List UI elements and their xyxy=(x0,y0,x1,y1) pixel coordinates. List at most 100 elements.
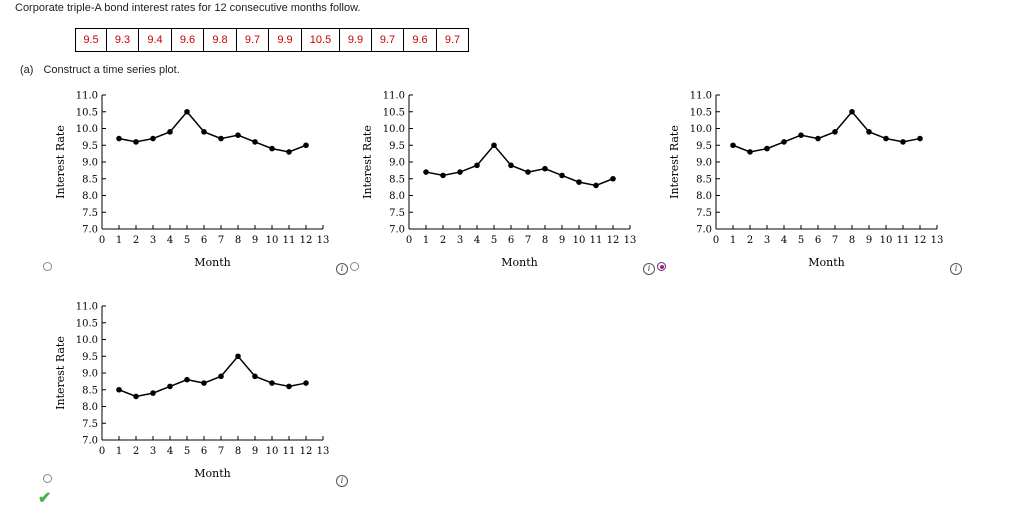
y-tick-label: 9.5 xyxy=(696,141,712,152)
x-tick-label: 4 xyxy=(167,446,173,457)
data-point xyxy=(116,135,122,142)
series-line xyxy=(732,110,921,153)
x-axis-title: Month xyxy=(808,256,844,269)
y-tick-label: 8.5 xyxy=(82,174,98,185)
data-point xyxy=(269,145,275,152)
info-icon[interactable]: i xyxy=(643,263,655,275)
y-tick-label: 7.5 xyxy=(696,208,712,219)
rate-cell: 9.4 xyxy=(138,28,172,52)
x-tick-label: 3 xyxy=(457,235,463,246)
rate-cell: 9.8 xyxy=(203,28,237,52)
data-point xyxy=(269,380,275,386)
data-point xyxy=(133,393,139,400)
x-tick-label: 2 xyxy=(133,446,139,457)
x-tick-label: 7 xyxy=(832,235,838,246)
y-tick-label: 9.0 xyxy=(696,158,712,169)
data-point xyxy=(150,390,156,396)
y-tick-label: 10.0 xyxy=(76,335,98,346)
x-tick-label: 3 xyxy=(150,446,156,457)
series-line xyxy=(425,144,614,187)
data-point xyxy=(150,135,156,142)
data-point xyxy=(849,108,855,115)
rate-cell: 9.7 xyxy=(236,28,269,52)
data-point xyxy=(730,142,736,149)
y-tick-label: 7.0 xyxy=(82,436,98,447)
x-tick-label: 7 xyxy=(218,446,224,457)
x-tick-label: 13 xyxy=(317,235,330,246)
x-tick-label: 8 xyxy=(235,446,241,457)
rate-cell: 10.5 xyxy=(301,28,340,52)
x-tick-label: 10 xyxy=(573,235,586,246)
data-point xyxy=(610,175,616,182)
x-axis-title: Month xyxy=(194,467,230,480)
option-2-radio[interactable] xyxy=(350,262,359,271)
data-point xyxy=(201,129,207,135)
data-point xyxy=(116,386,122,393)
info-icon[interactable]: i xyxy=(336,263,348,275)
x-tick-label: 12 xyxy=(914,235,927,246)
data-point xyxy=(542,165,548,172)
x-tick-label: 13 xyxy=(931,235,944,246)
chart-option-4: 7.07.58.08.59.09.510.010.511.00 1 2 3 4 5 6 7 8 9… xyxy=(54,302,329,481)
data-point xyxy=(303,380,309,386)
y-axis-title: Interest Rate xyxy=(361,125,374,199)
data-point xyxy=(576,179,582,185)
option-3-radio[interactable] xyxy=(657,262,666,271)
y-tick-label: 10.5 xyxy=(76,318,98,329)
x-tick-label: 2 xyxy=(133,235,139,246)
series-line xyxy=(118,355,307,398)
y-tick-label: 9.5 xyxy=(82,141,98,152)
x-tick-label: 8 xyxy=(235,235,241,246)
y-tick-label: 7.5 xyxy=(82,208,98,219)
x-tick-label: 1 xyxy=(116,446,122,457)
data-point xyxy=(167,129,173,135)
data-point xyxy=(559,172,565,179)
y-tick-label: 10.5 xyxy=(383,107,405,118)
x-tick-label: 3 xyxy=(764,235,770,246)
data-point xyxy=(184,376,190,383)
y-tick-label: 9.5 xyxy=(389,141,405,152)
x-tick-label: 11 xyxy=(590,235,603,246)
y-tick-label: 8.0 xyxy=(82,402,98,413)
option-1-radio[interactable] xyxy=(43,262,52,271)
x-tick-label: 2 xyxy=(747,235,753,246)
data-point xyxy=(593,182,599,189)
y-tick-label: 10.5 xyxy=(76,107,98,118)
x-tick-label: 6 xyxy=(201,446,207,457)
data-point xyxy=(815,135,821,142)
x-tick-label: 6 xyxy=(815,235,821,246)
x-tick-label: 3 xyxy=(150,235,156,246)
x-tick-label: 10 xyxy=(880,235,893,246)
y-tick-label: 8.0 xyxy=(82,191,98,202)
x-tick-label: 8 xyxy=(849,235,855,246)
y-tick-label: 9.0 xyxy=(82,158,98,169)
x-tick-label: 12 xyxy=(607,235,620,246)
x-axis-title: Month xyxy=(501,256,537,269)
y-axis-title: Interest Rate xyxy=(668,125,681,199)
y-tick-label: 7.0 xyxy=(82,225,98,236)
y-tick-label: 10.0 xyxy=(690,124,712,135)
x-tick-label: 9 xyxy=(866,235,872,246)
y-tick-label: 9.0 xyxy=(389,158,405,169)
y-tick-label: 7.5 xyxy=(82,419,98,430)
data-point xyxy=(423,169,429,175)
chart-option-2: 7.07.58.08.59.09.510.010.511.00 1 2 3 4 5 6 7 8 9… xyxy=(361,91,636,270)
data-point xyxy=(508,162,514,169)
option-4-radio[interactable] xyxy=(43,474,52,483)
rate-cell: 9.9 xyxy=(339,28,372,52)
y-tick-label: 8.0 xyxy=(389,191,405,202)
x-tick-label: 8 xyxy=(542,235,548,246)
info-icon[interactable]: i xyxy=(950,263,962,275)
data-point xyxy=(917,135,923,142)
info-icon[interactable]: i xyxy=(336,475,348,487)
question-text: Corporate triple-A bond interest rates f… xyxy=(15,2,361,14)
x-tick-label: 5 xyxy=(184,446,190,457)
x-tick-label: 10 xyxy=(266,235,279,246)
rate-cell: 9.3 xyxy=(106,28,139,52)
data-point xyxy=(440,172,446,179)
data-point xyxy=(457,169,463,175)
y-axis-title: Interest Rate xyxy=(54,125,67,199)
data-point xyxy=(218,135,224,142)
data-point xyxy=(883,135,889,142)
data-point xyxy=(832,129,838,135)
